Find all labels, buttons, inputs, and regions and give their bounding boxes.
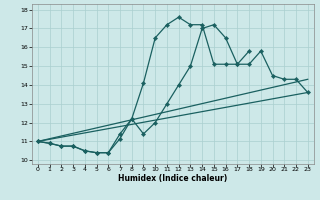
X-axis label: Humidex (Indice chaleur): Humidex (Indice chaleur) — [118, 174, 228, 183]
